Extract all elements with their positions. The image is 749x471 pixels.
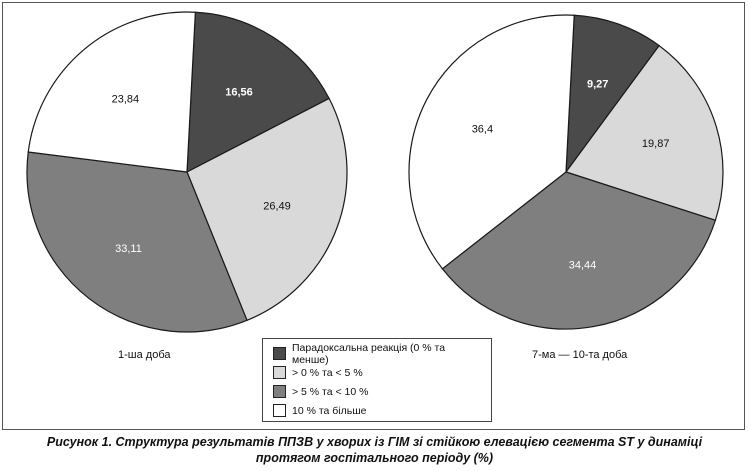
figure-caption-line-1: Рисунок 1. Структура результатів ППЗВ у … bbox=[46, 435, 703, 449]
figure-caption-line-2: протягом госпітального періоду (%) bbox=[255, 451, 494, 465]
pie-data-label-day-1-2: 26,49 bbox=[263, 200, 291, 212]
pie-title-day-7-10: 7-ма — 10-та доба bbox=[532, 349, 628, 361]
pie-chart-day-7-10: 9,27 19,87 34,44 36,4 bbox=[408, 14, 724, 330]
pie-slice-day-7-10-2 bbox=[565, 44, 724, 222]
legend-swatch bbox=[273, 404, 286, 417]
legend-item: > 5 % та < 10 % bbox=[273, 382, 481, 401]
pie-slice-day-1-4 bbox=[27, 11, 197, 173]
pie-slice-day-7-10-4 bbox=[408, 14, 575, 270]
pie-data-label-day-1-1: 16,56 bbox=[225, 86, 253, 98]
pie-slice-day-1-2 bbox=[186, 97, 348, 322]
figure-caption: Рисунок 1. Структура результатів ППЗВ у … bbox=[0, 434, 749, 466]
pie-slice-day-1-3 bbox=[26, 151, 248, 333]
pie-data-label-day-7-10-3: 34,44 bbox=[569, 260, 597, 272]
pie-data-label-day-1-4: 23,84 bbox=[112, 93, 140, 105]
legend-item: > 0 % та < 5 % bbox=[273, 363, 481, 382]
pie-data-label-day-7-10-2: 19,87 bbox=[642, 138, 670, 150]
pie-slice-day-7-10-1 bbox=[565, 14, 660, 174]
pie-charts: 16,56 26,49 33,11 23,84 9,27 19,87 34,44 36,4 bbox=[26, 11, 724, 333]
pie-title-day-1: 1-ша доба bbox=[118, 349, 171, 361]
legend-swatch bbox=[273, 366, 286, 379]
pie-slice-day-1-1 bbox=[186, 11, 330, 174]
pie-chart-day-1: 16,56 26,49 33,11 23,84 bbox=[26, 11, 348, 333]
legend-swatch bbox=[273, 347, 286, 360]
legend-label: 10 % та більше bbox=[292, 404, 367, 417]
pie-data-label-day-1-3: 33,11 bbox=[115, 243, 142, 255]
pie-slice-day-7-10-3 bbox=[441, 171, 717, 330]
legend: Парадоксальна реакція (0 % та менше) > 0… bbox=[262, 338, 492, 422]
legend-item: 10 % та більше bbox=[273, 401, 481, 420]
figure-frame bbox=[2, 2, 745, 430]
legend-label: Парадоксальна реакція (0 % та менше) bbox=[292, 341, 446, 366]
legend-item: Парадоксальна реакція (0 % та менше) bbox=[273, 341, 481, 366]
legend-label: > 5 % та < 10 % bbox=[292, 385, 369, 398]
legend-swatch bbox=[273, 385, 286, 398]
pie-data-label-day-7-10-1: 9,27 bbox=[587, 78, 608, 90]
legend-label: > 0 % та < 5 % bbox=[292, 366, 363, 379]
pie-data-label-day-7-10-4: 36,4 bbox=[472, 124, 493, 136]
